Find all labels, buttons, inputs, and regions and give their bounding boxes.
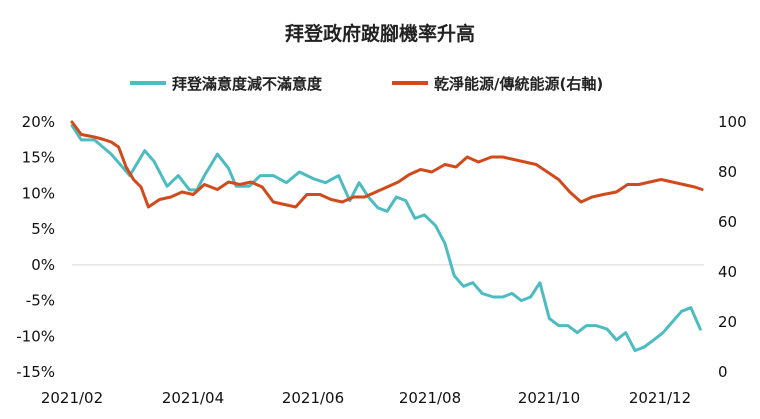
right-axis-ticks: 100 80 60 40 20 0: [718, 113, 747, 381]
legend-label-series-2: 乾淨能源/傳統能源(右軸): [434, 75, 603, 93]
right-tick-label: 100: [718, 113, 747, 131]
right-tick-label: 20: [718, 313, 737, 331]
x-tick-label: 2021/10: [518, 389, 580, 407]
right-tick-label: 0: [718, 363, 728, 381]
left-tick-label: 0%: [31, 256, 55, 274]
left-tick-label: -5%: [26, 292, 55, 310]
x-tick-label: 2021/12: [629, 389, 691, 407]
x-tick-label: 2021/04: [162, 389, 224, 407]
left-tick-label: 5%: [31, 220, 55, 238]
x-tick-label: 2021/06: [282, 389, 344, 407]
legend-label-series-1: 拜登滿意度減不滿意度: [172, 75, 323, 93]
series-line-1: [70, 124, 702, 353]
left-tick-label: -15%: [16, 363, 55, 381]
right-tick-label: 40: [718, 263, 737, 281]
x-axis-ticks: 2021/02 2021/04 2021/06 2021/08 2021/10 2021/…: [41, 389, 691, 407]
chart-title: 拜登政府跛腳機率升高: [285, 22, 475, 45]
left-axis-ticks: 20% 15% 10% 5% 0% -5% -10% -15%: [16, 113, 55, 381]
left-tick-label: 20%: [22, 113, 55, 131]
legend: 拜登滿意度減不滿意度 乾淨能源/傳統能源(右軸): [130, 75, 603, 93]
right-tick-label: 60: [718, 213, 737, 231]
x-tick-label: 2021/02: [41, 389, 103, 407]
left-tick-label: -10%: [16, 327, 55, 345]
right-tick-label: 80: [718, 163, 737, 181]
x-tick-label: 2021/08: [399, 389, 461, 407]
series-line-2: [70, 120, 704, 209]
left-tick-label: 10%: [22, 184, 55, 202]
left-tick-label: 15%: [22, 149, 55, 167]
series-lines: [70, 120, 704, 353]
